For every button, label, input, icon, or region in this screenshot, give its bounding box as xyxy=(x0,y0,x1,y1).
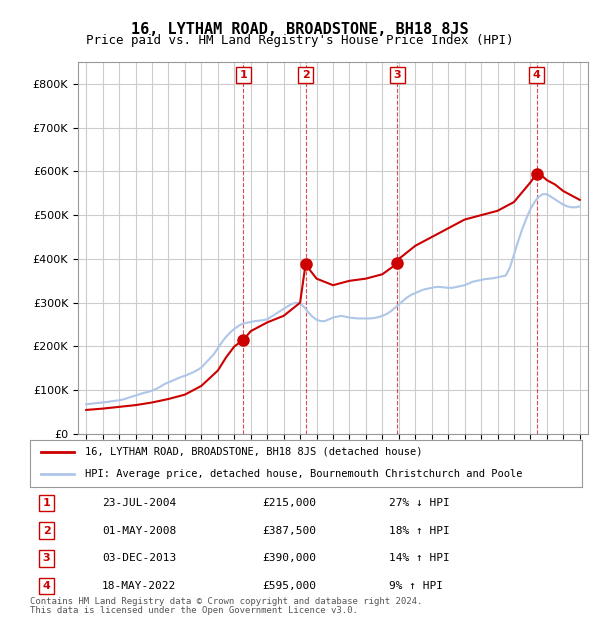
Text: 16, LYTHAM ROAD, BROADSTONE, BH18 8JS: 16, LYTHAM ROAD, BROADSTONE, BH18 8JS xyxy=(131,22,469,37)
Text: 9% ↑ HPI: 9% ↑ HPI xyxy=(389,581,443,591)
Text: 2: 2 xyxy=(302,70,310,80)
Text: Price paid vs. HM Land Registry's House Price Index (HPI): Price paid vs. HM Land Registry's House … xyxy=(86,34,514,47)
Text: 16, LYTHAM ROAD, BROADSTONE, BH18 8JS (detached house): 16, LYTHAM ROAD, BROADSTONE, BH18 8JS (d… xyxy=(85,447,422,457)
Text: 3: 3 xyxy=(43,554,50,564)
Text: £215,000: £215,000 xyxy=(262,498,316,508)
Text: 18-MAY-2022: 18-MAY-2022 xyxy=(102,581,176,591)
Text: 23-JUL-2004: 23-JUL-2004 xyxy=(102,498,176,508)
Text: HPI: Average price, detached house, Bournemouth Christchurch and Poole: HPI: Average price, detached house, Bour… xyxy=(85,469,523,479)
Text: £390,000: £390,000 xyxy=(262,554,316,564)
Text: Contains HM Land Registry data © Crown copyright and database right 2024.: Contains HM Land Registry data © Crown c… xyxy=(30,597,422,606)
Text: 01-MAY-2008: 01-MAY-2008 xyxy=(102,526,176,536)
Text: £387,500: £387,500 xyxy=(262,526,316,536)
Text: 1: 1 xyxy=(239,70,247,80)
Text: 27% ↓ HPI: 27% ↓ HPI xyxy=(389,498,449,508)
Text: 18% ↑ HPI: 18% ↑ HPI xyxy=(389,526,449,536)
Text: 3: 3 xyxy=(394,70,401,80)
Text: This data is licensed under the Open Government Licence v3.0.: This data is licensed under the Open Gov… xyxy=(30,606,358,615)
Text: £595,000: £595,000 xyxy=(262,581,316,591)
Text: 2: 2 xyxy=(43,526,50,536)
Text: 03-DEC-2013: 03-DEC-2013 xyxy=(102,554,176,564)
Text: 1: 1 xyxy=(43,498,50,508)
Text: 14% ↑ HPI: 14% ↑ HPI xyxy=(389,554,449,564)
Text: 4: 4 xyxy=(533,70,541,80)
Text: 4: 4 xyxy=(43,581,50,591)
